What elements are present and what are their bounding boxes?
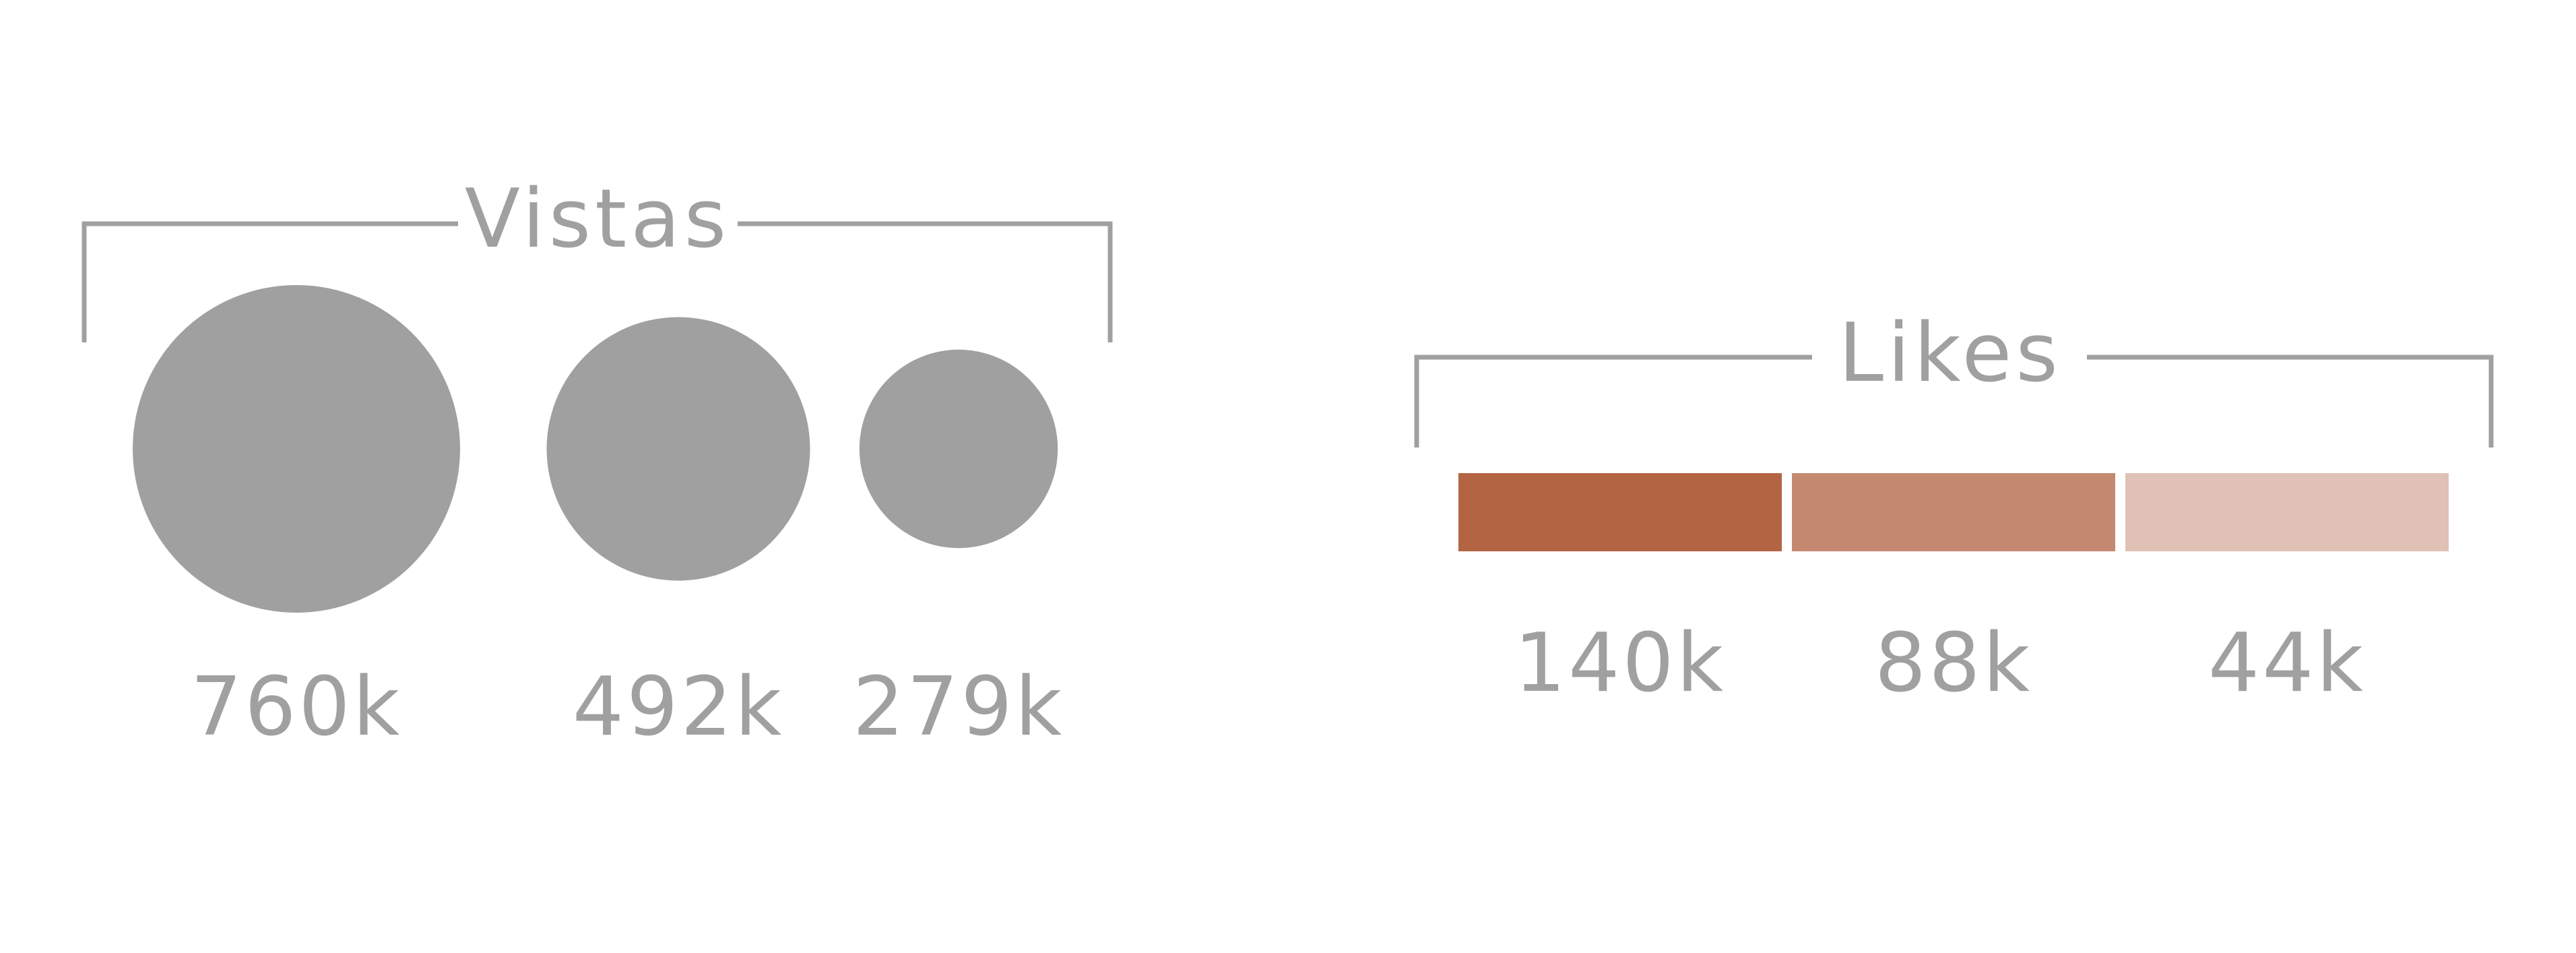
vistas-circles (133, 285, 1058, 613)
vistas-bracket-right (738, 221, 1113, 342)
vistas-value-label: 279k (853, 660, 1065, 754)
likes-bar-segment (2125, 473, 2449, 551)
likes-group: Likes 140k 88k 44k (1414, 307, 2494, 710)
vistas-value-label: 492k (573, 660, 785, 754)
likes-title: Likes (1838, 307, 2062, 400)
vistas-value-label: 760k (191, 660, 403, 754)
likes-value-label: 44k (2208, 617, 2366, 710)
likes-bars (1458, 473, 2449, 551)
vistas-title: Vistas (465, 173, 730, 266)
likes-bracket-right (2087, 355, 2494, 448)
vistas-bubble (133, 285, 460, 613)
likes-bar-segment (1458, 473, 1782, 551)
vistas-bracket-left (82, 221, 458, 342)
likes-bar-segment (1792, 473, 2115, 551)
vistas-bubble (859, 349, 1058, 549)
likes-value-label: 140k (1514, 617, 1727, 710)
vistas-group: Vistas 760k 492k 279k (82, 173, 1113, 754)
likes-value-label: 88k (1875, 617, 2032, 710)
vistas-bubble (546, 317, 810, 581)
likes-bracket-left (1414, 355, 1812, 448)
